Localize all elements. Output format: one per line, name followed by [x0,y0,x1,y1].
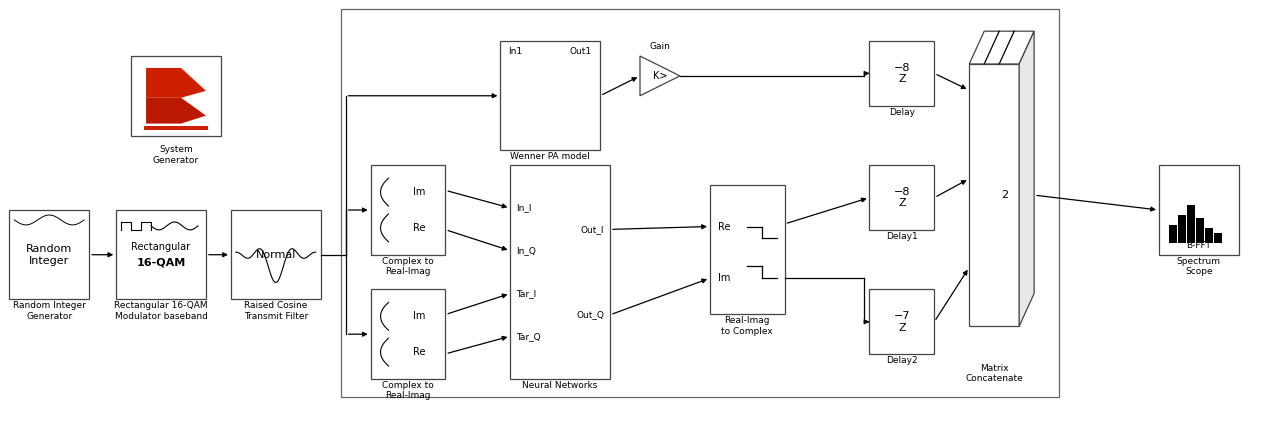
Bar [710,185,785,314]
Bar [870,41,935,106]
Polygon shape [146,98,206,124]
Text: Delay: Delay [889,108,914,117]
Bar [371,289,446,379]
Text: Normal: Normal [255,250,296,260]
Text: Re: Re [718,221,730,232]
Text: Im: Im [718,273,730,283]
Text: B-FFT: B-FFT [1186,241,1212,250]
Text: Delay1: Delay1 [886,232,918,241]
Text: Real-Imag
to Complex: Real-Imag to Complex [721,316,773,336]
Text: Re: Re [413,347,425,357]
Text: −8
Z: −8 Z [894,187,911,208]
Bar [9,210,89,300]
Text: −8
Z: −8 Z [894,62,911,84]
Bar [1205,228,1213,243]
Text: Random
Integer: Random Integer [27,244,72,266]
Text: Raised Cosine
Transmit Filter: Raised Cosine Transmit Filter [244,301,307,321]
Text: Out1: Out1 [570,47,592,56]
Bar [969,64,1019,326]
Bar [1214,233,1222,243]
Bar [144,125,208,130]
Text: Out_Q: Out_Q [577,310,605,319]
Text: Im: Im [413,187,425,197]
Polygon shape [640,56,679,96]
Text: Complex to
Real-Imag: Complex to Real-Imag [382,257,434,276]
Bar [511,165,610,379]
Text: Re: Re [413,223,425,233]
Bar [231,210,321,300]
Bar [1168,225,1177,243]
Text: Tar_I: Tar_I [517,289,536,298]
Text: In_I: In_I [517,204,532,212]
Bar [340,9,1059,397]
Text: Complex to
Real-Imag: Complex to Real-Imag [382,381,434,400]
Text: Tar_Q: Tar_Q [517,332,541,341]
Bar [500,41,601,150]
Text: Matrix
Concatenate: Matrix Concatenate [965,364,1024,383]
Text: K>: K> [653,71,667,81]
Polygon shape [969,31,1034,64]
Text: Random Integer
Generator: Random Integer Generator [13,301,85,321]
Text: −7
Z: −7 Z [894,311,911,333]
Bar [371,165,446,255]
Bar [131,56,221,136]
Bar [1177,215,1186,243]
Bar [1196,218,1204,243]
Text: Im: Im [413,312,425,321]
Bar [1186,205,1195,243]
Text: 2: 2 [1001,190,1008,200]
Bar [870,289,935,354]
Text: Neural Networks: Neural Networks [522,381,598,390]
Text: System
Generator: System Generator [152,145,199,165]
Text: Wenner PA model: Wenner PA model [511,153,591,162]
Bar [870,165,935,230]
Text: In1: In1 [508,47,522,56]
Text: Gain: Gain [649,42,671,51]
Bar [116,210,206,300]
Text: Rectangular 16-QAM
Modulator baseband: Rectangular 16-QAM Modulator baseband [114,301,208,321]
Text: Rectangular: Rectangular [132,242,190,252]
Text: In_Q: In_Q [517,246,536,255]
Polygon shape [146,68,206,98]
Text: 16-QAM: 16-QAM [136,258,185,268]
Text: Delay2: Delay2 [886,356,918,365]
Polygon shape [1019,31,1034,326]
Text: Out_I: Out_I [580,225,605,234]
Bar [1158,165,1238,255]
Text: Spectrum
Scope: Spectrum Scope [1177,257,1220,276]
